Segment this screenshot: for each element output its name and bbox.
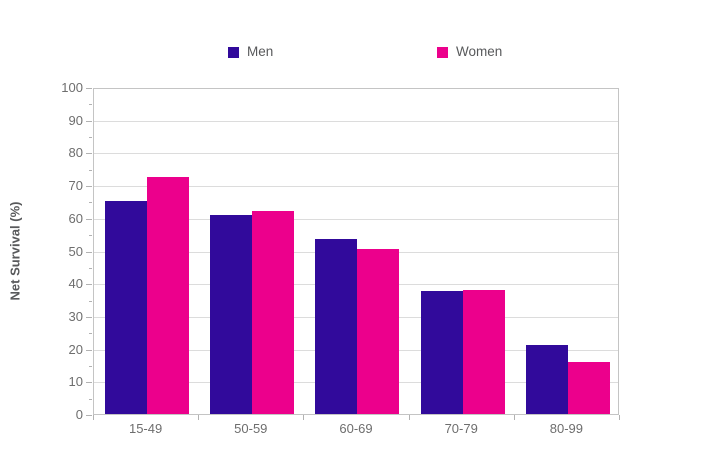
- y-tick-60: [86, 219, 92, 220]
- gridline-90: [94, 120, 618, 122]
- x-tick-label-80-99: 80-99: [549, 421, 584, 436]
- y-tick-50: [86, 252, 92, 253]
- y-tick-label-30: 30: [68, 309, 83, 324]
- x-tick-4: [514, 415, 515, 420]
- bar-men-80-99: [525, 345, 568, 414]
- y-tick-label-60: 60: [68, 211, 83, 226]
- bar-men-70-79: [420, 291, 463, 414]
- y-tick-20: [86, 350, 92, 351]
- y-tick-25: [89, 333, 92, 334]
- y-tick-100: [86, 88, 92, 89]
- legend-label-women: Women: [456, 44, 503, 59]
- y-tick-65: [89, 202, 92, 203]
- y-tick-80: [86, 153, 92, 154]
- bar-women-60-69: [357, 249, 400, 414]
- x-tick-label-70-79: 70-79: [444, 421, 478, 436]
- y-tick-5: [89, 399, 92, 400]
- x-tick-label-60-69: 60-69: [339, 421, 373, 436]
- y-tick-85: [89, 137, 92, 138]
- y-tick-label-70: 70: [68, 178, 83, 193]
- y-tick-75: [89, 170, 92, 171]
- plot-area: [93, 88, 619, 415]
- gridline-80: [94, 153, 618, 155]
- y-tick-label-40: 40: [68, 276, 83, 291]
- y-tick-40: [86, 284, 92, 285]
- x-tick-5: [619, 415, 620, 420]
- y-tick-15: [89, 366, 92, 367]
- legend-item-men: Men: [228, 45, 273, 59]
- y-tick-label-20: 20: [68, 342, 83, 357]
- legend-swatch-men: [228, 46, 239, 58]
- y-tick-70: [86, 186, 92, 187]
- y-tick-55: [89, 235, 92, 236]
- y-tick-label-0: 0: [75, 407, 83, 422]
- x-tick-1: [198, 415, 199, 420]
- y-tick-90: [86, 121, 92, 122]
- y-axis-title: Net Survival (%): [7, 201, 23, 301]
- bar-women-50-59: [252, 211, 295, 414]
- bar-men-50-59: [210, 215, 253, 414]
- y-tick-45: [89, 268, 92, 269]
- bar-men-60-69: [315, 239, 358, 414]
- y-tick-label-100: 100: [61, 80, 83, 95]
- y-tick-10: [86, 382, 92, 383]
- legend-item-women: Women: [437, 45, 502, 59]
- y-tick-label-10: 10: [68, 374, 83, 389]
- y-tick-label-80: 80: [68, 145, 83, 160]
- y-tick-30: [86, 317, 92, 318]
- y-tick-label-90: 90: [68, 113, 83, 128]
- y-tick-95: [89, 104, 92, 105]
- gridline-70: [94, 186, 618, 188]
- x-tick-2: [303, 415, 304, 420]
- y-tick-label-50: 50: [68, 244, 83, 259]
- bar-women-80-99: [567, 362, 610, 414]
- y-tick-35: [89, 301, 92, 302]
- bar-women-70-79: [462, 290, 505, 414]
- x-tick-3: [409, 415, 410, 420]
- bar-women-15-49: [147, 177, 189, 414]
- y-tick-0: [86, 415, 92, 416]
- x-tick-label-15-49: 15-49: [128, 421, 163, 436]
- x-tick-label-50-59: 50-59: [234, 421, 268, 436]
- x-tick-0: [93, 415, 94, 420]
- bar-men-15-49: [105, 201, 147, 414]
- legend-swatch-women: [437, 46, 448, 58]
- gridline-60: [94, 218, 618, 220]
- legend-label-men: Men: [247, 44, 274, 59]
